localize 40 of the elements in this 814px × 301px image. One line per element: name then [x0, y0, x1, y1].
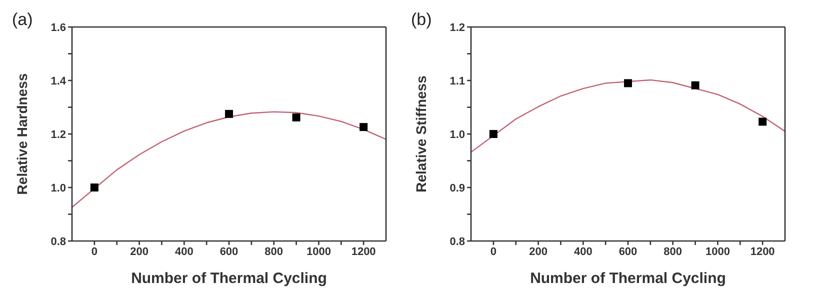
chart-title: (b) [411, 10, 432, 30]
x-tick-label: 800 [664, 246, 682, 258]
y-tick-label: 1.0 [50, 182, 66, 194]
y-tick-label: 0.8 [450, 236, 465, 248]
x-tick-label: 0 [490, 246, 496, 258]
x-tick-label: 1200 [750, 246, 775, 258]
y-tick-label: 1.4 [50, 75, 67, 88]
line-series [72, 111, 386, 208]
y-tick-label: 0.8 [50, 236, 66, 248]
point [758, 118, 767, 126]
x-tick-label: 800 [264, 246, 284, 258]
point [489, 130, 498, 138]
x-tick-label: 600 [220, 246, 238, 258]
point [292, 113, 300, 122]
line-series [471, 79, 785, 153]
x-tick-label: 1000 [306, 246, 331, 258]
chart-title: (a) [12, 10, 33, 30]
point [225, 110, 233, 118]
x-tick-label: 0 [91, 246, 98, 258]
x-tick-label: 400 [174, 246, 194, 258]
y-tick-label: 1.0 [450, 128, 465, 141]
x-tick-label: 200 [130, 246, 148, 258]
y-axis-title: Relative Stiffness [412, 75, 429, 192]
x-axis-title: Number of Thermal Cycling [530, 270, 726, 287]
x-axis-title: Number of Thermal Cycling [131, 270, 327, 287]
point [624, 79, 632, 88]
x-tick-label: 600 [618, 246, 638, 258]
point [691, 81, 700, 90]
x-tick-label: 400 [574, 246, 592, 258]
y-axis-title: Relative Hardness [14, 73, 30, 195]
point [360, 123, 368, 132]
y-tick-label: 1.2 [50, 128, 66, 141]
y-tick-label: 0.9 [450, 182, 465, 194]
point [90, 184, 98, 192]
x-tick-label: 1000 [705, 246, 730, 258]
y-tick-label: 1.2 [450, 22, 465, 34]
x-tick-label: 200 [529, 246, 548, 258]
y-tick-label: 1.6 [50, 22, 66, 34]
y-tick-label: 1.1 [450, 75, 465, 88]
x-tick-label: 1200 [351, 246, 376, 258]
